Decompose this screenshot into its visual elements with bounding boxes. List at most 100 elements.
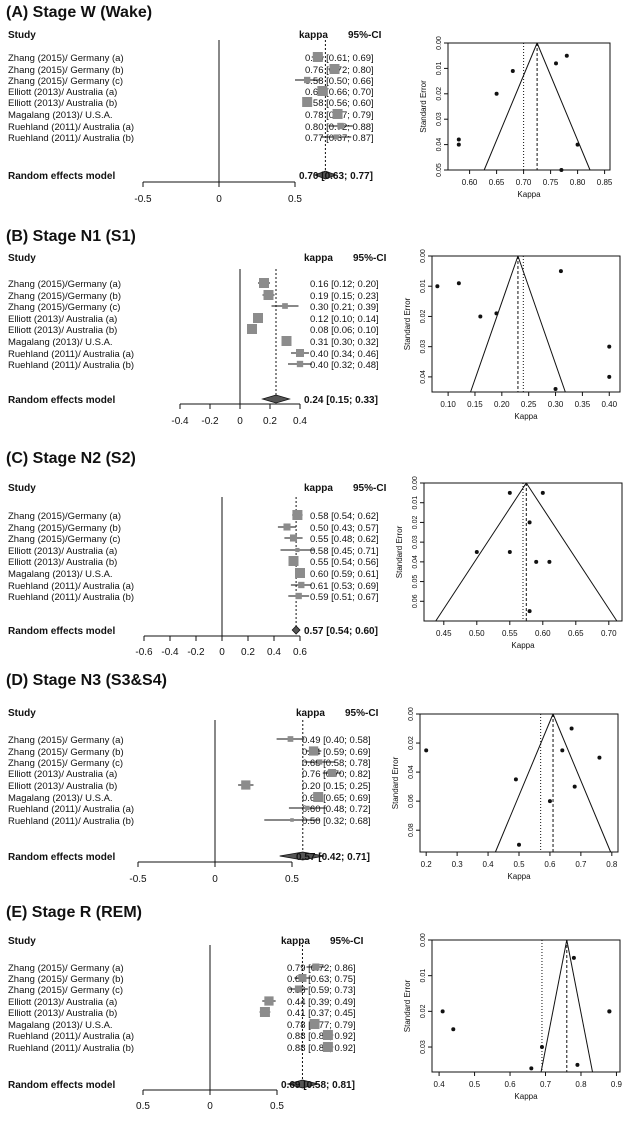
panel-e-funnel-point — [440, 1009, 445, 1014]
panel-a-study-box — [317, 86, 328, 96]
panel-a-funnel-right — [536, 42, 591, 171]
panel-b-study-box — [247, 324, 257, 334]
panel-d-funnel-left — [494, 713, 554, 853]
panel-b-study-name: Ruehland (2011)/ Australia (b) — [8, 360, 134, 371]
panel-d-funnel-xtick-label: 0.7 — [575, 860, 587, 869]
panel-a-funnel-point — [494, 91, 499, 96]
panel-e-study-name: Zhang (2015)/ Germany (a) — [8, 963, 124, 974]
panel-a-funnel-point — [554, 61, 558, 66]
panel-a-funnel-ytick-label: 0.05 — [436, 163, 443, 177]
panel-e-re-ci: 0.69 [0.58; 0.81] — [281, 1080, 355, 1091]
panel-e-axis-tick-label: 0.5 — [136, 1101, 150, 1112]
panel-c-funnel-point — [474, 550, 479, 554]
panel-d-axis-tick-label: -0.5 — [129, 874, 147, 885]
panel-a-study-name: Zhang (2015)/ Germany (b) — [8, 65, 124, 76]
panel-e-study-box — [294, 985, 302, 993]
panel-d-funnel-xtick-label: 0.4 — [483, 860, 495, 869]
panel-c-funnel-ytick-label: 0.04 — [412, 555, 419, 569]
panel-b-funnel-xtick-label: 0.40 — [601, 400, 617, 409]
panel-c-study-box — [288, 556, 299, 566]
panel-c-study-ci: 0.61 [0.53; 0.69] — [310, 581, 379, 592]
panel-b-study-box — [281, 336, 292, 346]
panel-d-funnel-point — [569, 726, 574, 731]
panel-e-funnel-xlabel: Kappa — [514, 1092, 538, 1101]
panel-e-study-box — [264, 996, 274, 1006]
panel-e-study-box — [312, 963, 320, 971]
panel-c-study-name: Zhang (2015)/Germany (a) — [8, 511, 121, 522]
panel-a-study-name: Ruehland (2011)/ Australia (b) — [8, 133, 134, 144]
panel-b-study-name: Zhang (2015)/Germany (a) — [8, 279, 121, 290]
panel-b-study-ci: 0.08 [0.06; 0.10] — [310, 325, 379, 336]
panel-a-study-ci: 0.77 [0.67; 0.87] — [305, 133, 374, 144]
panel-c-funnel-right — [525, 482, 618, 622]
panel-d-study-box — [328, 769, 337, 777]
panel-e-study-name: Elliott (2013)/ Australia (b) — [8, 1008, 117, 1019]
panel-e-study-ci: 0.66 [0.59; 0.73] — [287, 985, 356, 996]
panel-d-study-ci: 0.50 [0.32; 0.68] — [302, 816, 371, 827]
panel-e-title: (E) Stage R (REM) — [6, 904, 142, 921]
panel-d-funnel-point — [424, 748, 429, 753]
panel-b-funnel-ytick-label: 0.04 — [420, 370, 427, 384]
panel-c-kappa-header: kappa — [304, 483, 333, 494]
panel-d-study-name: Ruehland (2011)/ Australia (a) — [8, 804, 134, 815]
panel-d-funnel-xtick-label: 0.8 — [606, 860, 618, 869]
panel-a-funnel-point — [510, 68, 515, 73]
panel-a-funnel-ytick-label: 0.04 — [436, 138, 443, 152]
panel-e-study-box — [298, 974, 307, 982]
panel-b-summary-diamond — [261, 394, 291, 404]
panel-d-study-ci: 0.76 [0.70; 0.82] — [302, 769, 371, 780]
panel-c-funnel-ytick-label: 0.02 — [412, 516, 419, 530]
panel-b-study-ci: 0.19 [0.15; 0.23] — [310, 291, 379, 302]
panel-b-study-ci: 0.30 [0.21; 0.39] — [310, 302, 379, 313]
panel-d-kappa-header: kappa — [296, 708, 325, 719]
panel-a-funnel-ytick-label: 0.02 — [436, 87, 443, 101]
panel-b-axis-tick-label: 0 — [237, 416, 243, 427]
panel-d-study-ci: 0.20 [0.15; 0.25] — [302, 781, 371, 792]
panel-b-funnel-xlabel: Kappa — [514, 412, 538, 421]
panel-b-funnel-xtick-label: 0.30 — [548, 400, 564, 409]
panel-b-funnel-right — [517, 255, 566, 393]
panel-e-study-box — [309, 1019, 320, 1029]
panel-c-study-box — [283, 523, 291, 531]
panel-b-funnel-point — [553, 386, 558, 391]
panel-e-funnel-xtick-label: 0.5 — [469, 1080, 481, 1089]
panel-a-title: (A) Stage W (Wake) — [6, 4, 152, 21]
panel-d-re-ci: 0.57 [0.42; 0.71] — [296, 852, 370, 863]
panel-c-study-name: Magalang (2013)/ U.S.A. — [8, 569, 113, 580]
panel-a-study-box — [329, 64, 340, 74]
panel-a-funnel-point — [575, 142, 580, 147]
panel-a-study-name: Elliott (2013)/ Australia (a) — [8, 87, 117, 98]
panel-b-re-ci: 0.24 [0.15; 0.33] — [304, 395, 378, 406]
panel-b-funnel-ytick-label: 0.01 — [420, 279, 427, 293]
panel-e-study-box — [259, 1007, 270, 1017]
panel-d-study-box — [317, 759, 323, 765]
panel-c-axis-tick-label: 0.2 — [241, 647, 255, 658]
panel-c-re-label: Random effects model — [8, 626, 115, 637]
panel-c-funnel-left — [435, 482, 527, 622]
panel-e-study-name: Elliott (2013)/ Australia (a) — [8, 997, 117, 1008]
panel-b-study-ci: 0.12 [0.10; 0.14] — [310, 314, 379, 325]
panel-b-funnel-ytick-label: 0.03 — [420, 340, 427, 354]
panel-b-study-ci: 0.40 [0.34; 0.46] — [310, 349, 379, 360]
panel-e-study-ci: 0.88 [0.84; 0.92] — [287, 1031, 356, 1042]
panel-b-study-box — [263, 290, 274, 300]
panel-d-study-box — [287, 736, 294, 742]
panel-e-funnel-xtick-label: 0.8 — [575, 1080, 587, 1089]
panel-d-study-name: Ruehland (2011)/ Australia (b) — [8, 816, 134, 827]
panel-d-study-ci: 0.60 [0.48; 0.72] — [302, 804, 371, 815]
panel-e-funnel-ytick-label: 0.03 — [420, 1040, 427, 1054]
panel-b-study-box — [296, 349, 304, 357]
panel-e-study-header: Study — [8, 936, 36, 947]
panel-d-study-name: Elliott (2013)/ Australia (a) — [8, 769, 117, 780]
panel-b-funnel-xtick-label: 0.15 — [467, 400, 483, 409]
panel-d-study-box — [308, 746, 319, 756]
panel-e-funnel-frame — [431, 939, 621, 1073]
panel-b-funnel-frame — [431, 255, 621, 393]
panel-d-study-name: Zhang (2015)/ Germany (a) — [8, 735, 124, 746]
panel-a-axis-tick-label: 0.5 — [288, 194, 302, 205]
panel-b-study-name: Zhang (2015)/Germany (c) — [8, 302, 120, 313]
panel-d-title: (D) Stage N3 (S3&S4) — [6, 672, 167, 689]
panel-d-funnel-xtick-label: 0.3 — [452, 860, 464, 869]
panel-c-study-header: Study — [8, 483, 36, 494]
panel-b-study-name: Ruehland (2011)/ Australia (a) — [8, 349, 134, 360]
